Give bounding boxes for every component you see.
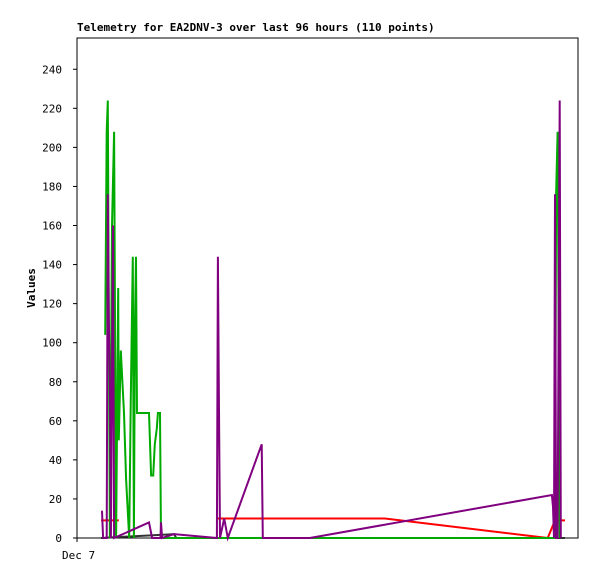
plot-frame (76, 37, 579, 539)
y-axis-label: Values (25, 268, 38, 308)
y-tick-label: 160 (42, 220, 62, 233)
y-tick-label: 220 (42, 102, 62, 115)
y-tick-label: 20 (49, 493, 62, 506)
y-tick-label: 100 (42, 337, 62, 350)
y-tick-label: 180 (42, 180, 62, 193)
y-tick-label: 0 (55, 532, 62, 545)
y-tick-label: 120 (42, 298, 62, 311)
y-tick-label: 80 (49, 376, 62, 389)
chart-title: Telemetry for EA2DNV-3 over last 96 hour… (77, 21, 435, 34)
y-tick-label: 60 (49, 415, 62, 428)
series-line (101, 100, 562, 542)
y-tick-label: 200 (42, 141, 62, 154)
x-tick-label: Dec 7 (62, 549, 95, 562)
y-tick-label: 140 (42, 259, 62, 272)
y-tick-label: 40 (49, 454, 62, 467)
y-tick-label: 240 (42, 63, 62, 76)
series-line (104, 100, 561, 539)
